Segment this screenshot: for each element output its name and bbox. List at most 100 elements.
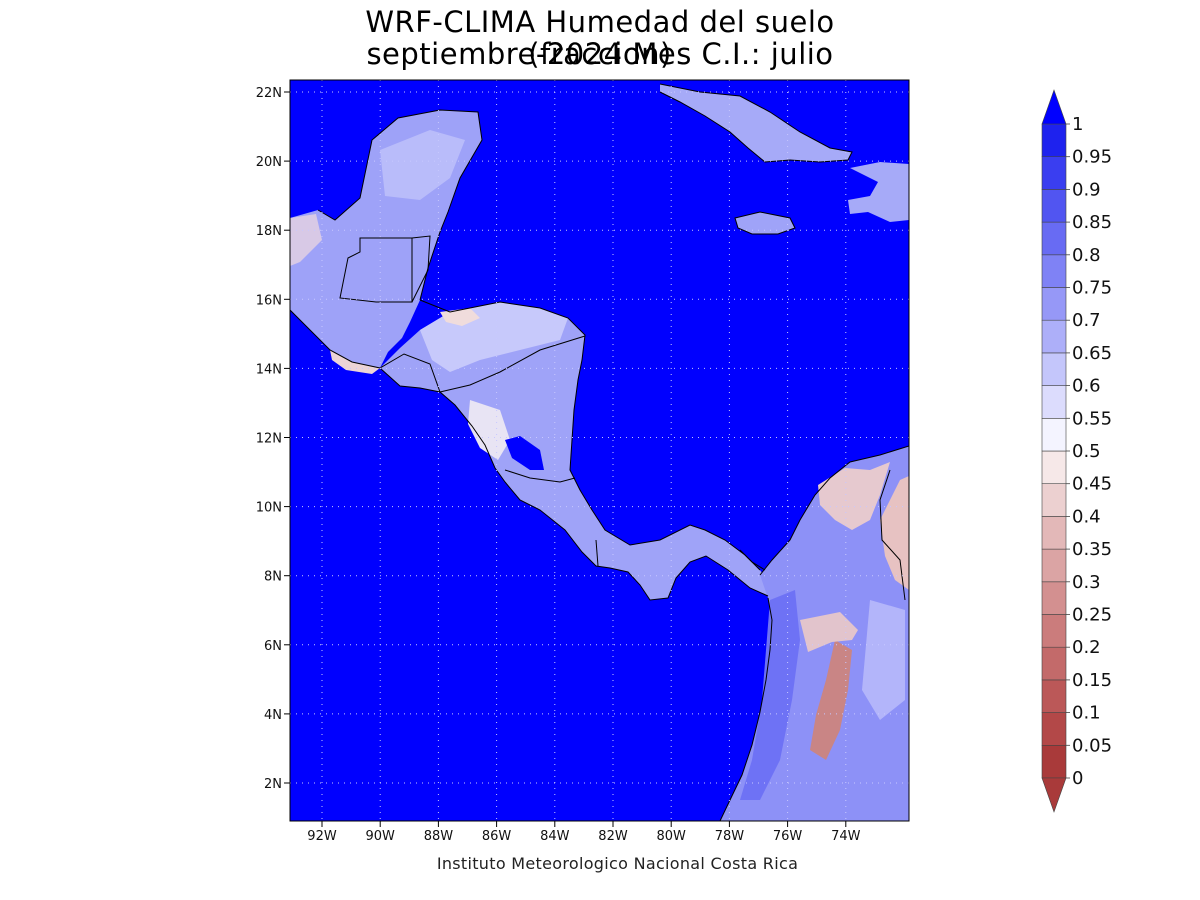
border-nicaragua-costa-rica — [504, 469, 576, 483]
lon-label: 90W — [365, 829, 395, 844]
land-hispaniola — [848, 162, 909, 222]
lon-label: 92W — [307, 829, 337, 844]
border-honduras-nicaragua — [439, 335, 586, 393]
colorbar-label: 0.65 — [1072, 343, 1112, 364]
colorbar-label: 0.9 — [1072, 179, 1101, 200]
border-belize — [411, 235, 431, 303]
border-colombia-venezuela — [879, 469, 906, 601]
land-pacific-lowland — [740, 590, 800, 800]
colorbar-segment — [1041, 254, 1067, 288]
colorbar-label: 0.2 — [1072, 637, 1101, 658]
colorbar-label: 0.8 — [1072, 245, 1101, 266]
colorbar-segment — [1041, 646, 1067, 681]
map-title-line1: WRF-CLIMA Humedad del suelo (fraccion) — [365, 5, 835, 71]
land-venezuela-dry — [880, 476, 909, 590]
colorbar-label: 0.15 — [1072, 670, 1112, 691]
colorbar-segment — [1041, 548, 1067, 583]
land-lake-nicaragua — [505, 436, 544, 470]
colorbar-under-arrow — [1041, 777, 1067, 813]
colorbar-label: 0.95 — [1072, 147, 1112, 168]
colorbar-label: 0.4 — [1072, 506, 1101, 527]
lat-label: 10N — [256, 501, 282, 516]
lon-label: 82W — [598, 829, 628, 844]
land-colombia-caribbean-dry — [818, 462, 890, 530]
lat-label: 14N — [256, 362, 282, 377]
lat-label: 20N — [256, 155, 282, 170]
coast-cuba — [659, 83, 853, 163]
colorbar-segment — [1041, 221, 1067, 256]
coast-caribbean-ca — [419, 299, 761, 571]
coast-jamaica — [734, 211, 796, 235]
latitude-axis: 2N 4N 6N 8N 10N 12N 14N 16N 18N 20N 22N — [256, 86, 290, 792]
colorbar-label: 0.7 — [1072, 310, 1101, 331]
land-jamaica — [735, 212, 795, 234]
land-colombia-east-pale — [862, 600, 905, 720]
colorbar-segment — [1041, 581, 1067, 615]
border-costa-rica-panama — [595, 539, 599, 567]
colorbar-segment — [1041, 712, 1067, 746]
lon-label: 78W — [715, 829, 745, 844]
lon-label: 74W — [831, 829, 861, 844]
colorbar-label: 0.05 — [1072, 735, 1112, 756]
lat-label: 6N — [264, 639, 282, 654]
colorbar-label: 0.45 — [1072, 474, 1112, 495]
lat-label: 18N — [256, 224, 282, 239]
lat-label: 2N — [264, 777, 282, 792]
land-andes-dry — [810, 640, 852, 760]
land-central-america — [380, 302, 770, 600]
colorbar-label: 0.25 — [1072, 605, 1112, 626]
colorbar-segment — [1041, 156, 1067, 190]
colorbar: 0 0.05 0.1 0.15 0.2 0.25 0.3 0.35 0.4 0.45 0.5 0.55… — [1041, 89, 1112, 813]
border-guatemala — [339, 237, 413, 303]
colorbar-label: 0.5 — [1072, 441, 1101, 462]
lon-label: 84W — [540, 829, 570, 844]
land-pacific-coast-dry — [330, 350, 380, 374]
colorbar-label: 0 — [1072, 768, 1083, 789]
lat-label: 4N — [264, 708, 282, 723]
colorbar-segment — [1041, 516, 1067, 550]
lat-label: 22N — [256, 86, 282, 101]
land-nicaragua-pale — [468, 400, 510, 460]
lat-label: 12N — [256, 432, 282, 447]
colorbar-segment — [1041, 417, 1067, 452]
land-yucatan-light — [380, 130, 465, 200]
map-title-line2: septiembre-2024 Mes C.I.: julio — [366, 37, 834, 71]
longitude-axis: 92W 90W 88W 86W 84W 82W 80W 78W 76W 74W — [307, 821, 861, 844]
colorbar-segment — [1041, 679, 1067, 713]
land-andes-light — [800, 612, 858, 652]
colorbar-segment — [1041, 614, 1067, 648]
colorbar-segment — [1041, 744, 1067, 779]
coast-pacific-ca — [290, 309, 769, 601]
land-mexico-west — [290, 214, 322, 266]
coast-south-america — [719, 445, 909, 821]
colorbar-segment — [1041, 319, 1067, 354]
lon-label: 88W — [424, 829, 454, 844]
colorbar-label: 0.3 — [1072, 572, 1101, 593]
colorbar-label: 0.55 — [1072, 408, 1112, 429]
colorbar-label: 0.85 — [1072, 212, 1112, 233]
colorbar-over-arrow — [1041, 89, 1067, 125]
colorbar-segment — [1041, 352, 1067, 386]
colorbar-label: 0.75 — [1072, 278, 1112, 299]
colorbar-label: 0.1 — [1072, 703, 1101, 724]
colorbar-segment — [1041, 483, 1067, 517]
colorbar-label: 0.6 — [1072, 376, 1101, 397]
border-el-salvador — [379, 353, 441, 393]
lat-label: 16N — [256, 293, 282, 308]
lon-label: 86W — [482, 829, 512, 844]
colorbar-segment — [1041, 385, 1067, 419]
land-cuba — [660, 84, 852, 162]
lon-label: 76W — [773, 829, 803, 844]
colorbar-segment — [1041, 123, 1067, 158]
lat-label: 8N — [264, 570, 282, 585]
colorbar-label: 0.35 — [1072, 539, 1112, 560]
map-frame — [289, 79, 910, 822]
lon-label: 80W — [656, 829, 686, 844]
colorbar-segment — [1041, 287, 1067, 321]
coast-yucatan — [317, 109, 483, 301]
colorbar-segment — [1041, 450, 1067, 485]
credit-text: Instituto Meteorologico Nacional Costa R… — [436, 854, 799, 873]
colorbar-segment — [1041, 189, 1067, 223]
colorbar-label: 1 — [1072, 114, 1083, 135]
